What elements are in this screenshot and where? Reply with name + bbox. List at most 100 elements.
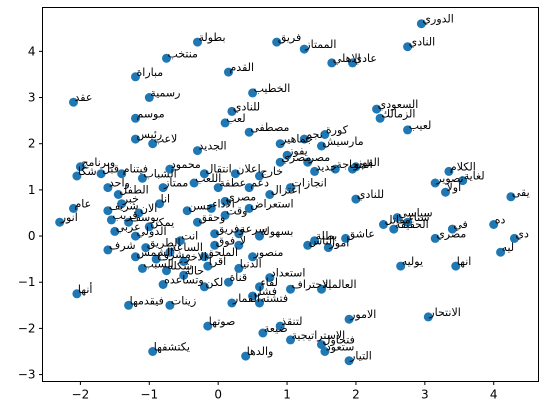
y-tick-label: −3 [18, 368, 36, 382]
data-point [206, 203, 216, 213]
data-point [75, 162, 85, 172]
data-point [220, 196, 230, 206]
point-label: الاستراتيجية [292, 329, 346, 342]
point-label: سياسي [398, 207, 432, 220]
data-point [275, 321, 285, 331]
data-point [317, 141, 326, 151]
point-label: رئيس [137, 128, 163, 141]
x-tick-label: −1 [140, 388, 158, 402]
point-label: تصوير [435, 172, 463, 185]
y-tick-label: 0 [28, 229, 36, 243]
data-point [489, 220, 499, 229]
data-point [234, 263, 244, 273]
point-label: لغاية [464, 170, 485, 183]
data-point [234, 229, 244, 239]
point-label: لقاء [261, 276, 278, 289]
point-label: اعتزال [271, 184, 301, 197]
data-point [137, 263, 147, 273]
data-point [175, 236, 185, 246]
point-label: الجديد [199, 140, 227, 153]
point-label: دعم [250, 177, 269, 190]
data-point [258, 328, 268, 338]
point-label: بطلة [316, 230, 338, 243]
point-label: عربي [116, 220, 141, 233]
x-tick-label: 4 [490, 388, 498, 402]
point-label: الاهلي [333, 52, 361, 65]
data-point [131, 231, 140, 241]
data-point [144, 222, 154, 232]
data-point [403, 42, 413, 52]
data-point [179, 270, 189, 280]
point-label: التيار [349, 350, 372, 363]
data-point [69, 203, 78, 213]
data-point [344, 314, 354, 324]
data-point [244, 127, 254, 137]
x-tick-label: −2 [72, 388, 90, 402]
y-tick-label: 1 [28, 183, 36, 197]
data-point [389, 224, 399, 234]
point-label: استعداد [271, 267, 306, 280]
point-label: حاجة [336, 158, 359, 171]
data-point [117, 169, 127, 179]
point-label: الامور [349, 308, 376, 321]
data-point [113, 190, 123, 199]
point-label: وحقق [199, 211, 226, 225]
data-point [148, 139, 158, 149]
point-label: مصري [226, 190, 256, 203]
point-label: رسمية [150, 87, 180, 100]
point-label: شكا [78, 165, 97, 178]
point-label: بسهولة [261, 225, 294, 238]
point-label: صوتها [209, 315, 236, 328]
data-point [248, 88, 258, 98]
point-label: مصطفى [250, 121, 289, 134]
point-label: لتنقذ [281, 315, 302, 328]
point-label: للنادي [357, 188, 384, 201]
point-label: شرف [109, 239, 136, 252]
data-point [189, 178, 199, 188]
point-label: الزمالك [381, 107, 415, 120]
data-point [392, 213, 402, 223]
data-point [103, 183, 113, 193]
data-point [372, 104, 382, 114]
point-label: الحقيقة [395, 218, 429, 231]
data-point [155, 199, 165, 209]
point-label: حسن [188, 200, 213, 213]
point-label: عام [75, 197, 92, 210]
data-point [303, 240, 313, 250]
point-label: ده [495, 214, 506, 227]
point-label: الشمس [137, 246, 174, 259]
data-point [423, 312, 433, 322]
point-label: ضيعة [264, 322, 288, 335]
data-point [72, 171, 82, 181]
point-label: في [453, 218, 467, 231]
point-label: مصري [281, 151, 311, 164]
point-label: فتحاول [323, 334, 355, 347]
data-point [255, 282, 264, 292]
data-point [496, 247, 506, 257]
point-label: استعراض [250, 197, 293, 210]
data-point [248, 252, 258, 262]
data-point [299, 44, 309, 54]
point-label: لكن [205, 276, 223, 289]
data-point [220, 118, 230, 128]
y-tick-label: −2 [18, 321, 36, 335]
data-point [148, 347, 158, 356]
data-point [193, 37, 202, 47]
data-point [348, 164, 357, 174]
point-label: خارج [261, 165, 284, 178]
point-label: أنها [78, 282, 93, 296]
point-label: شريف [109, 200, 139, 213]
data-point [165, 247, 175, 257]
data-point [103, 206, 113, 216]
data-point [199, 282, 209, 292]
point-label: وفريق [216, 223, 245, 237]
point-label: حالة [185, 264, 204, 277]
x-tick-label: 1 [283, 388, 291, 402]
point-label: واحد [109, 177, 130, 190]
point-label: ممتاز [163, 177, 188, 190]
data-point [131, 72, 140, 82]
point-label: فريق [278, 31, 302, 45]
y-tick-label: 3 [28, 91, 36, 105]
point-label: اعلان [236, 163, 260, 176]
point-label: اقرأ [209, 254, 226, 268]
